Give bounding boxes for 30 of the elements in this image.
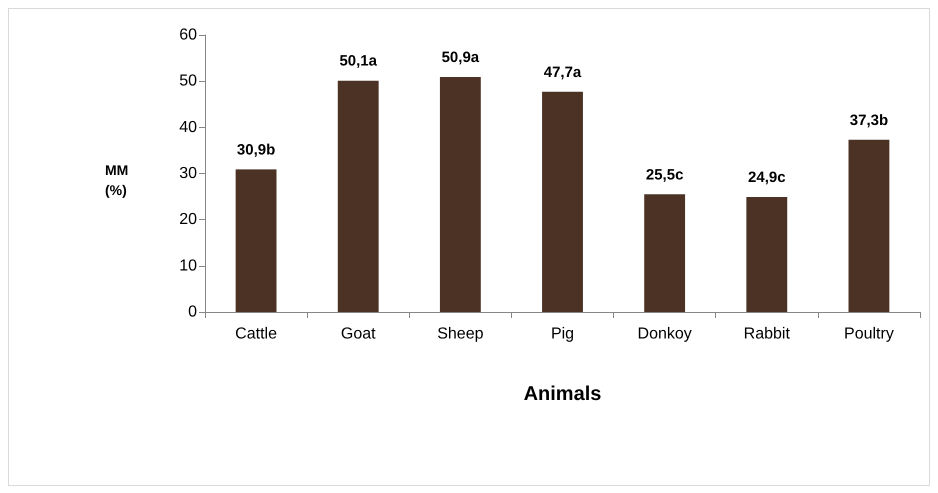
data-label: 25,5c xyxy=(646,166,684,184)
y-axis-title: MM (%) xyxy=(105,162,132,198)
bar xyxy=(338,80,379,312)
x-tick-label: Rabbit xyxy=(744,326,790,342)
y-tick-label: 60 xyxy=(179,26,198,44)
y-tick-label: 50 xyxy=(179,72,198,90)
data-label: 24,9c xyxy=(748,169,786,186)
bar xyxy=(542,92,583,312)
x-tick-label: Poultry xyxy=(844,326,894,342)
bar xyxy=(848,140,890,312)
data-label: 37,3b xyxy=(850,112,888,129)
bar xyxy=(440,77,481,312)
data-label: 30,9b xyxy=(236,141,276,158)
y-tick-label: 10 xyxy=(179,257,198,274)
data-label: 50,9a xyxy=(442,49,480,66)
y-tick-label: 20 xyxy=(179,211,198,228)
x-tick-label: Cattle xyxy=(235,326,278,342)
x-tick-label: Sheep xyxy=(437,326,484,342)
bar xyxy=(236,169,276,312)
x-tick-label: Donkoy xyxy=(638,326,692,342)
y-tick-label: 0 xyxy=(188,304,198,320)
bar xyxy=(746,197,788,312)
x-tick-label: Goat xyxy=(340,326,376,342)
x-axis-title: Animals xyxy=(524,383,602,405)
x-tick-label: Pig xyxy=(550,326,574,342)
y-tick-label: 30 xyxy=(179,165,198,182)
data-label: 47,7a xyxy=(544,64,582,81)
bar xyxy=(644,194,686,312)
data-label: 50,1a xyxy=(339,52,378,70)
y-tick-label: 40 xyxy=(179,118,198,136)
